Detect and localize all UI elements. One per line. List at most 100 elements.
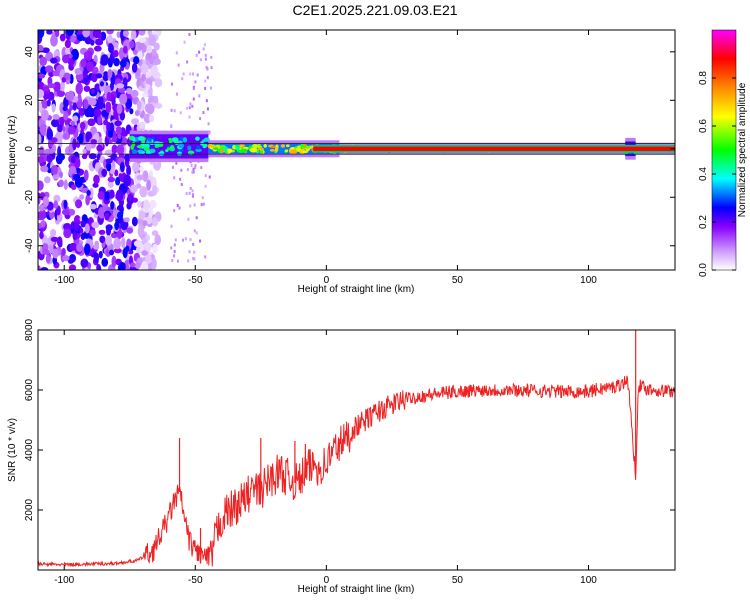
spectral-cell — [82, 148, 87, 155]
spectral-cell — [173, 176, 176, 180]
spectral-cell — [201, 139, 207, 143]
spectral-cell — [204, 53, 207, 57]
spectral-cell — [38, 89, 45, 99]
spectral-cell — [84, 223, 90, 234]
spectral-cell — [132, 161, 140, 173]
spectral-cell — [193, 203, 196, 207]
spectral-cell — [139, 121, 146, 129]
spectral-cell — [58, 171, 63, 179]
spectral-cell — [97, 191, 105, 200]
spectral-cell — [89, 187, 94, 199]
spectral-cell — [73, 221, 80, 232]
colorbar-tick-label: 0.8 — [698, 71, 709, 85]
spectral-cell — [145, 254, 152, 265]
spectral-cell — [145, 234, 151, 242]
colorbar-tick-label: 0.4 — [698, 167, 709, 181]
spectral-cell — [199, 117, 202, 121]
y-tick-label: 8000 — [24, 318, 35, 341]
spectral-cell — [152, 217, 159, 227]
spectral-cell — [93, 252, 100, 264]
spectral-cell — [96, 144, 103, 152]
spectral-cell — [113, 237, 122, 250]
spectral-cell — [50, 118, 60, 128]
spectral-cell — [99, 63, 105, 73]
spectral-cell — [192, 167, 195, 171]
spectral-cell — [45, 254, 51, 264]
spectral-cell — [179, 177, 182, 181]
spectral-cell — [63, 110, 69, 121]
spectral-cell — [195, 216, 198, 220]
spectral-cell — [204, 86, 207, 90]
colorbar-label: Normalized spectral amplitude — [737, 82, 748, 217]
spectral-cell — [209, 86, 212, 90]
spectral-cell — [64, 39, 72, 49]
spectral-cell — [173, 209, 176, 213]
spectral-cell — [86, 190, 91, 196]
spectral-cell — [285, 144, 290, 148]
spectral-cell — [83, 98, 89, 110]
spectral-cell — [178, 143, 185, 149]
spectral-cell — [202, 143, 208, 148]
spectral-cell — [193, 229, 196, 233]
spectral-cell — [69, 104, 74, 111]
spectral-cell — [100, 54, 109, 66]
spectral-cell — [192, 242, 195, 246]
spectral-cell — [219, 149, 225, 153]
snr-frame — [37, 329, 676, 571]
spectral-cell — [130, 184, 138, 194]
spectral-cell — [137, 149, 144, 153]
spectral-cell — [154, 145, 160, 149]
spectral-cell — [114, 169, 119, 177]
spectral-cell — [50, 229, 57, 237]
spectral-cell — [196, 73, 199, 77]
spectral-cell — [70, 155, 76, 164]
x-tick-label: 100 — [580, 575, 597, 586]
spectral-cell — [130, 89, 139, 98]
spectral-cell — [176, 259, 179, 263]
spectral-cell — [195, 53, 198, 57]
spectral-cell — [300, 143, 305, 149]
spectral-cell — [55, 30, 60, 37]
colorbar-tick-label: 0.2 — [698, 215, 709, 229]
spectral-cell — [280, 144, 286, 148]
spectral-cell — [201, 196, 204, 200]
spectral-cell — [94, 108, 102, 117]
spectral-cell — [113, 248, 122, 254]
spectral-cell — [182, 238, 185, 242]
spectral-cell — [133, 240, 143, 248]
spectral-cell — [92, 182, 99, 188]
spectral-cell — [88, 97, 97, 106]
spectral-cell — [271, 145, 276, 149]
spectral-cell — [95, 38, 104, 46]
spectral-cell — [42, 249, 50, 255]
spectral-cell — [195, 231, 198, 235]
colorbar-tick-label: 0.0 — [698, 263, 709, 277]
spectral-cell — [63, 228, 72, 239]
spectral-cell — [138, 30, 146, 36]
spectral-cell — [147, 34, 157, 46]
spectral-cell — [210, 66, 213, 70]
spectral-cell — [82, 30, 90, 38]
spectral-cell — [65, 91, 73, 101]
spectral-cell — [38, 44, 44, 52]
spectral-cell — [50, 236, 59, 242]
spectral-cell — [51, 103, 56, 113]
spectral-cell — [103, 119, 109, 126]
spectral-cell — [154, 78, 163, 88]
spectral-cell — [259, 150, 264, 154]
spectral-cell — [72, 101, 77, 111]
spectral-cell — [78, 107, 86, 116]
spectral-cell — [176, 203, 179, 207]
spectral-cell — [104, 149, 113, 156]
snr-xlabel: Height of straight line (km) — [298, 584, 415, 595]
spectral-cell — [173, 243, 176, 247]
spectral-cell — [171, 82, 174, 86]
spectral-cell — [147, 30, 152, 37]
spectral-cell — [107, 176, 116, 183]
spectral-cell — [90, 126, 97, 136]
spectral-cell — [111, 144, 118, 154]
spectral-cell — [180, 183, 183, 187]
spectral-cell — [38, 101, 43, 112]
spectral-cell — [97, 101, 105, 110]
spectral-cell — [80, 258, 89, 268]
